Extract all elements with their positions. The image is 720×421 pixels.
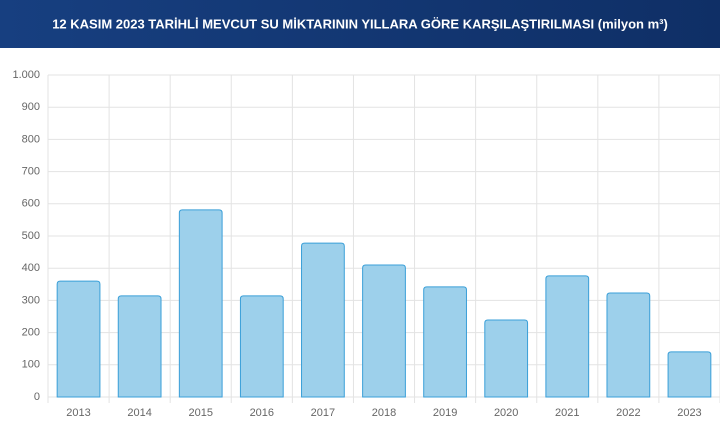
bar bbox=[301, 242, 345, 398]
bar bbox=[239, 295, 284, 398]
bar bbox=[117, 295, 162, 398]
x-tick-label: 2015 bbox=[188, 407, 212, 419]
x-tick-label: 2013 bbox=[66, 407, 90, 419]
y-tick-label: 800 bbox=[22, 133, 40, 145]
y-tick-label: 500 bbox=[22, 230, 40, 242]
bar bbox=[606, 292, 651, 398]
x-tick-label: 2023 bbox=[677, 407, 701, 419]
y-tick-label: 900 bbox=[22, 101, 40, 113]
y-tick-label: 300 bbox=[22, 294, 40, 306]
x-tick-label: 2017 bbox=[311, 407, 335, 419]
x-tick-label: 2020 bbox=[494, 407, 518, 419]
x-tick-label: 2022 bbox=[616, 407, 640, 419]
y-tick-label: 400 bbox=[22, 262, 40, 274]
x-tick-label: 2018 bbox=[372, 407, 396, 419]
header-banner bbox=[0, 0, 720, 48]
bar bbox=[667, 351, 712, 398]
chart-title: 12 KASIM 2023 TARİHLİ MEVCUT SU MİKTARIN… bbox=[52, 16, 668, 31]
bar bbox=[362, 264, 406, 398]
bar bbox=[178, 209, 223, 398]
x-tick-label: 2014 bbox=[127, 407, 151, 419]
y-tick-label: 1.000 bbox=[12, 69, 40, 81]
bar bbox=[545, 275, 590, 398]
y-tick-label: 600 bbox=[22, 198, 40, 210]
y-tick-label: 200 bbox=[22, 327, 40, 339]
x-tick-label: 2016 bbox=[250, 407, 274, 419]
x-tick-label: 2021 bbox=[555, 407, 579, 419]
bar bbox=[484, 319, 529, 398]
y-tick-label: 700 bbox=[22, 166, 40, 178]
y-tick-label: 0 bbox=[34, 391, 40, 403]
x-tick-label: 2019 bbox=[433, 407, 457, 419]
bar bbox=[56, 280, 101, 398]
y-tick-label: 100 bbox=[22, 359, 40, 371]
plot bbox=[56, 209, 712, 398]
bar bbox=[423, 286, 467, 398]
